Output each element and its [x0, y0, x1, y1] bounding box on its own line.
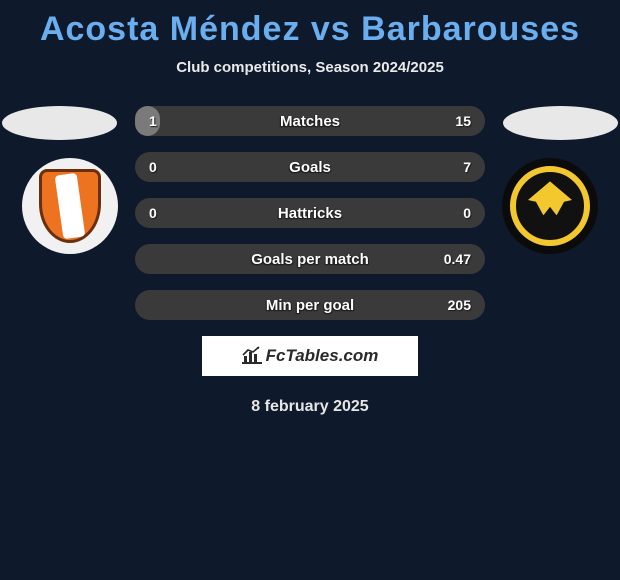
date-text: 8 february 2025 [0, 398, 620, 416]
stat-value-right: 0.47 [444, 251, 471, 267]
subtitle: Club competitions, Season 2024/2025 [0, 59, 620, 76]
stat-rows: 1 Matches 15 0 Goals 7 0 Hattricks 0 Goals per ma… [135, 106, 485, 320]
stat-value-right: 7 [463, 159, 471, 175]
brand-badge: FcTables.com [202, 336, 418, 376]
stat-value-left: 1 [149, 113, 157, 129]
stat-row: 0 Goals 7 [135, 152, 485, 182]
stat-row: Goals per match 0.47 [135, 244, 485, 274]
chart-icon [242, 346, 262, 367]
stat-row: 1 Matches 15 [135, 106, 485, 136]
stat-label: Goals [289, 159, 331, 176]
stat-value-left: 0 [149, 159, 157, 175]
stat-value-right: 0 [463, 205, 471, 221]
stat-value-right: 205 [448, 297, 471, 313]
stat-row: Min per goal 205 [135, 290, 485, 320]
stat-label: Matches [280, 113, 340, 130]
club-logo-left [22, 158, 118, 254]
comparison-area: 1 Matches 15 0 Goals 7 0 Hattricks 0 Goals per ma… [0, 106, 620, 416]
stat-label: Min per goal [266, 297, 354, 314]
page-title: Acosta Méndez vs Barbarouses [0, 0, 620, 49]
stat-value-left: 0 [149, 205, 157, 221]
stat-row: 0 Hattricks 0 [135, 198, 485, 228]
club-logo-right [502, 158, 598, 254]
stat-value-right: 15 [455, 113, 471, 129]
brand-text: FcTables.com [266, 346, 379, 366]
country-flag-left [2, 106, 117, 140]
stat-label: Goals per match [251, 251, 369, 268]
stat-label: Hattricks [278, 205, 342, 222]
country-flag-right [503, 106, 618, 140]
